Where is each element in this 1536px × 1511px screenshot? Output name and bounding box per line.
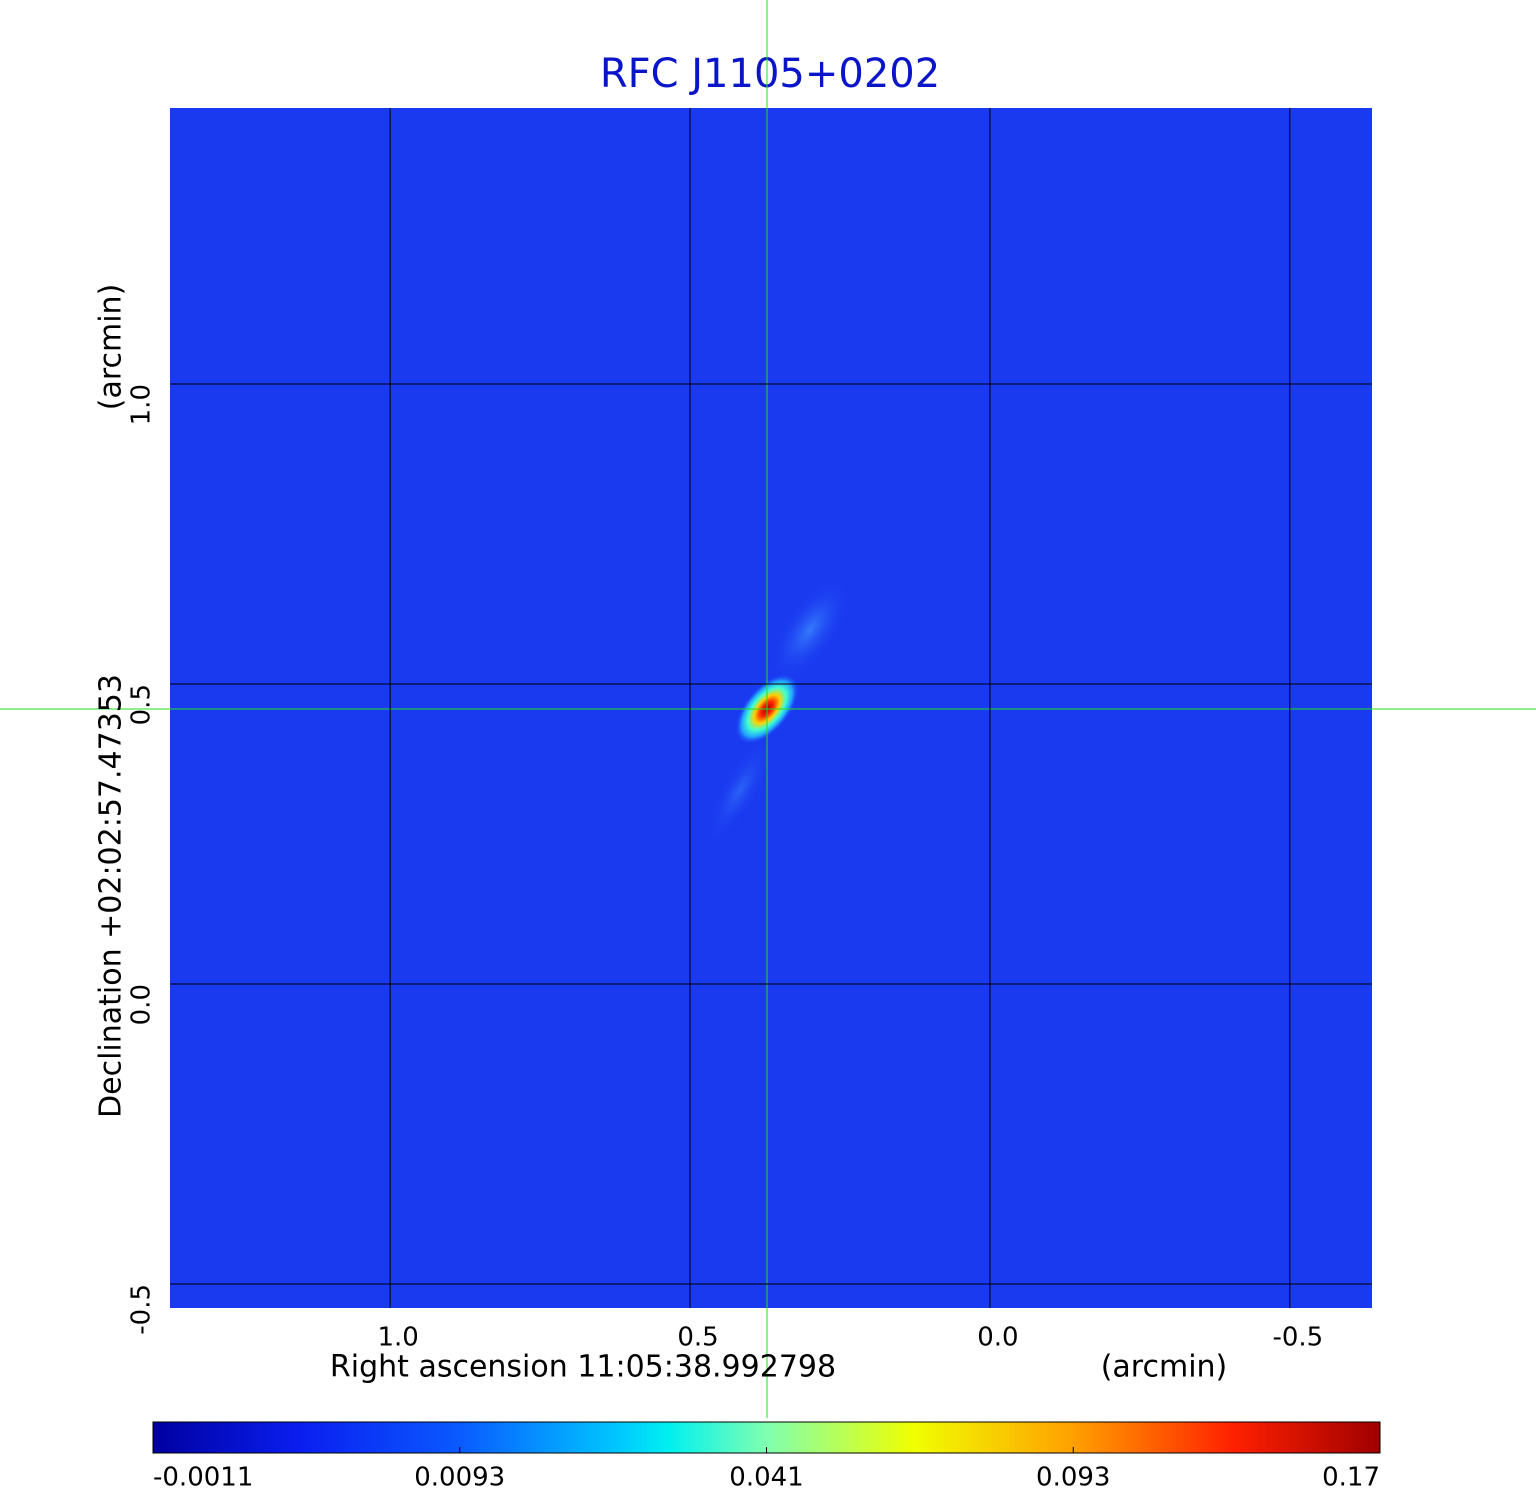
emission: [706, 737, 774, 843]
colorbar-tick-label: 0.093: [1036, 1463, 1110, 1493]
y-tick-label: 0.0: [127, 984, 157, 1025]
colorbar-tick-label: -0.0011: [153, 1463, 253, 1493]
y-tick-label: 1.0: [127, 384, 157, 425]
y-axis-label: Declination +02:02:57.47353: [94, 674, 129, 1118]
x-tick-label: -0.5: [1272, 1323, 1323, 1353]
plot-area: [170, 108, 1372, 1308]
emission: [769, 578, 851, 682]
colorbar-tick-label: 0.041: [729, 1463, 803, 1493]
x-tick-label: 0.0: [977, 1323, 1018, 1353]
x-tick-label: 1.0: [377, 1323, 418, 1353]
colorbar-tick-label: 0.0093: [414, 1463, 505, 1493]
x-axis-label: Right ascension 11:05:38.992798: [330, 1350, 836, 1385]
chart-title: RFC J1105+0202: [600, 51, 940, 97]
y-tick-label: -0.5: [127, 1284, 157, 1335]
y-axis-unit: (arcmin): [94, 284, 129, 411]
x-axis-unit: (arcmin): [1101, 1350, 1228, 1385]
colorbar-tick-label: 0.17: [1322, 1463, 1380, 1493]
x-tick-label: 0.5: [677, 1323, 718, 1353]
y-tick-label: 0.5: [127, 684, 157, 725]
